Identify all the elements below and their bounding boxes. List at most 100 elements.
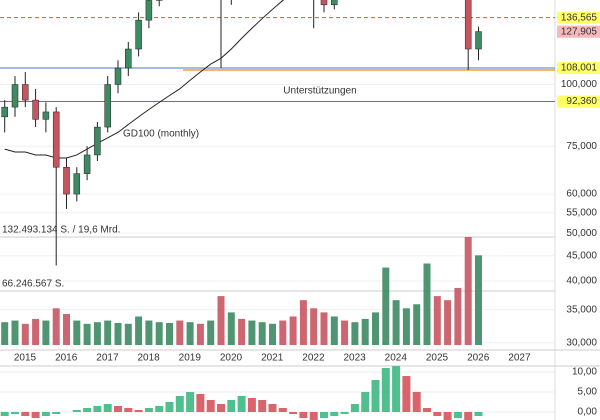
macd-bar bbox=[412, 392, 421, 412]
volume-bar bbox=[258, 322, 266, 345]
level-box bbox=[557, 95, 600, 108]
macd-bar bbox=[144, 408, 153, 412]
volume-bar bbox=[155, 322, 163, 345]
volume-bar bbox=[176, 320, 184, 345]
macd-bar bbox=[165, 402, 174, 412]
macd-bar bbox=[392, 366, 401, 412]
volume-bar bbox=[83, 323, 91, 345]
volume-bar bbox=[289, 316, 297, 345]
volume-bar bbox=[1, 322, 9, 345]
volume-bar bbox=[135, 316, 143, 345]
candle-body bbox=[83, 154, 91, 174]
candle-body bbox=[475, 31, 482, 50]
x-tick-label: 2027 bbox=[508, 353, 531, 364]
macd-bar bbox=[196, 394, 205, 412]
volume-bar bbox=[330, 316, 338, 345]
gd100-line bbox=[4, 0, 285, 159]
gd100-label: GD100 (monthly) bbox=[123, 129, 199, 140]
level-label: 127,905 bbox=[561, 26, 598, 37]
candle-body bbox=[63, 166, 70, 195]
y-tick-label: 60,000 bbox=[566, 189, 597, 200]
macd-bar bbox=[320, 412, 328, 418]
macd-bar bbox=[52, 412, 61, 414]
macd-bar bbox=[247, 398, 256, 412]
volume-label: 66.246.567 S. bbox=[2, 279, 64, 290]
candle-body bbox=[42, 111, 50, 120]
candle-body bbox=[464, 0, 472, 50]
macd-panel bbox=[0, 366, 555, 420]
x-tick-label: 2018 bbox=[137, 353, 160, 364]
volume-bar bbox=[269, 323, 276, 345]
x-tick-label: 2022 bbox=[302, 353, 325, 364]
x-tick-label: 2017 bbox=[96, 353, 119, 364]
candle-body bbox=[114, 67, 122, 85]
macd-bar bbox=[464, 412, 473, 420]
level-label: 108,001 bbox=[561, 63, 598, 74]
y-tick-label: 35,000 bbox=[566, 304, 597, 315]
volume-bar bbox=[248, 320, 256, 345]
candle-body bbox=[320, 0, 328, 6]
volume-bar bbox=[217, 296, 225, 345]
macd-bar bbox=[175, 396, 184, 412]
macd-bar bbox=[21, 412, 30, 416]
volume-bar bbox=[372, 312, 379, 345]
y2-tick-label: 10,00 bbox=[572, 367, 597, 378]
macd-bar bbox=[402, 376, 411, 412]
x-tick-label: 2020 bbox=[220, 353, 243, 364]
macd-bar bbox=[330, 412, 339, 416]
candle-body bbox=[1, 106, 8, 118]
macd-bar bbox=[0, 412, 9, 416]
volume-bar bbox=[464, 237, 472, 345]
volume-bar bbox=[310, 308, 318, 345]
volume-bar bbox=[114, 322, 122, 345]
volume-bar bbox=[413, 304, 421, 345]
macd-bar bbox=[72, 410, 81, 412]
macd-bar bbox=[258, 400, 267, 412]
y-tick-label: 55,000 bbox=[566, 207, 597, 218]
y-tick-label: 100,000 bbox=[561, 79, 598, 90]
volume-bar bbox=[104, 320, 112, 345]
macd-bar bbox=[134, 410, 143, 412]
volume-bar bbox=[320, 312, 328, 345]
candle-body bbox=[11, 84, 19, 108]
level-box bbox=[557, 62, 600, 75]
x-tick-label: 2021 bbox=[261, 353, 284, 364]
macd-bar bbox=[453, 412, 462, 418]
volume-bar bbox=[299, 300, 307, 345]
candle-body bbox=[104, 84, 111, 128]
macd-bar bbox=[381, 368, 390, 412]
x-tick-label: 2025 bbox=[426, 353, 449, 364]
level-label: 136,565 bbox=[561, 12, 598, 23]
macd-bar bbox=[361, 392, 370, 412]
volume-bar bbox=[52, 308, 60, 345]
candle-body bbox=[52, 111, 60, 168]
y-tick-label: 75,000 bbox=[566, 141, 597, 152]
x-tick-label: 2015 bbox=[14, 353, 37, 364]
volume-bar bbox=[196, 323, 204, 345]
macd-bar bbox=[31, 412, 40, 418]
volume-bar bbox=[145, 320, 153, 345]
y2-tick-label: 0,00 bbox=[578, 407, 598, 418]
annotation: Unterstützungen bbox=[283, 86, 356, 97]
macd-bar bbox=[114, 406, 122, 412]
volume-bar bbox=[433, 296, 441, 345]
x-tick-label: 2026 bbox=[467, 353, 490, 364]
macd-bar bbox=[299, 412, 308, 418]
y-tick-label: 30,000 bbox=[566, 337, 597, 348]
macd-bar bbox=[340, 412, 349, 414]
macd-bar bbox=[309, 412, 318, 420]
volume-bar bbox=[444, 300, 452, 345]
volume-bar bbox=[351, 322, 359, 345]
macd-bar bbox=[371, 380, 380, 412]
volume-bar bbox=[186, 322, 194, 345]
volume-label: 132.493.134 S. / 19,6 Mrd. bbox=[2, 225, 120, 236]
macd-bar bbox=[103, 404, 112, 412]
candle-body bbox=[73, 173, 81, 195]
volume-bar bbox=[32, 318, 40, 345]
volume-bar bbox=[341, 320, 349, 345]
macd-bar bbox=[83, 408, 92, 412]
macd-bar bbox=[124, 408, 133, 412]
volume-bar bbox=[361, 318, 369, 345]
candle-body bbox=[135, 19, 142, 50]
